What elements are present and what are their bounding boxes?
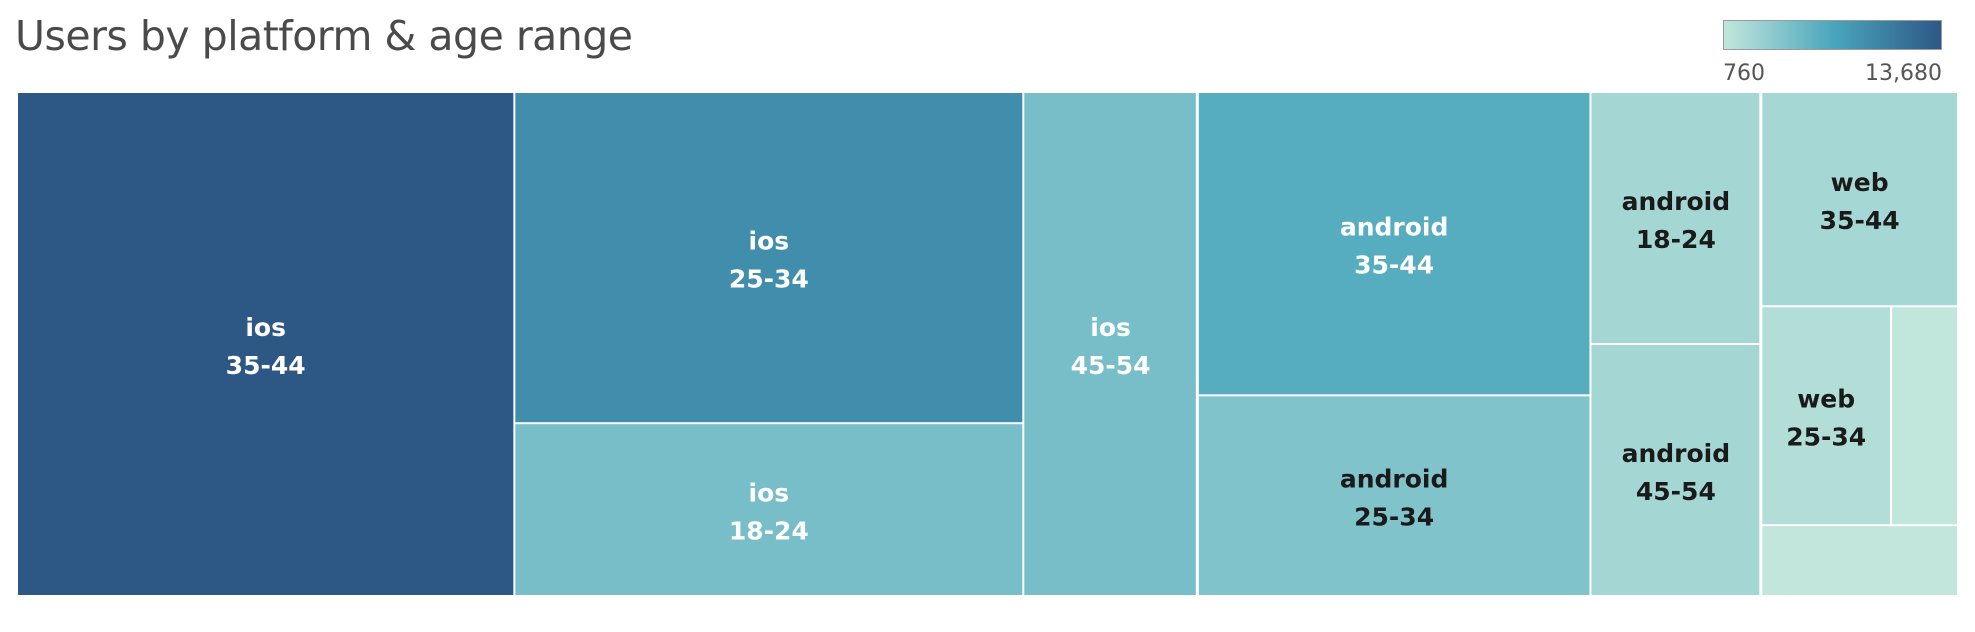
legend-min-label: 760 — [1723, 61, 1765, 86]
color-scale-legend — [1723, 20, 1942, 50]
treemap-android-cell-18-24-platform-label: android — [1622, 187, 1731, 216]
treemap-ios-cell-35-44[interactable] — [18, 93, 514, 595]
treemap-web-cell-25-34-age-label: 25-34 — [1786, 423, 1866, 452]
treemap-ios-cell-25-34-platform-label: ios — [749, 227, 790, 256]
treemap-android-cell-18-24-age-label: 18-24 — [1636, 225, 1716, 254]
treemap-ios-cell-18-24[interactable] — [515, 424, 1023, 595]
treemap-android-cell-25-34[interactable] — [1198, 396, 1590, 595]
treemap-web-cell-small-2[interactable] — [1762, 526, 1957, 595]
treemap-android-cell-35-44-age-label: 35-44 — [1354, 251, 1434, 280]
treemap-web-cell-35-44[interactable] — [1762, 93, 1957, 306]
treemap-web-cell-25-34[interactable] — [1762, 307, 1891, 525]
treemap-ios-cell-18-24-age-label: 18-24 — [729, 517, 809, 546]
treemap-ios-cell-25-34-age-label: 25-34 — [729, 265, 809, 294]
treemap-ios-cell-45-54[interactable] — [1024, 93, 1197, 595]
legend-max-label: 13,680 — [1865, 61, 1942, 86]
treemap-android-cell-45-54[interactable] — [1591, 345, 1761, 595]
treemap-ios-cell-35-44-age-label: 35-44 — [226, 351, 306, 380]
treemap-android-cell-35-44[interactable] — [1198, 93, 1590, 395]
treemap-ios-cell-35-44-platform-label: ios — [245, 313, 286, 342]
chart-title: Users by platform & age range — [15, 12, 633, 60]
group-divider — [1759, 92, 1764, 596]
treemap-android-cell-45-54-age-label: 45-54 — [1636, 477, 1716, 506]
treemap-android-cell-18-24[interactable] — [1591, 93, 1761, 343]
treemap-web-cell-25-34-platform-label: web — [1797, 385, 1855, 414]
treemap-ios-cell-18-24-platform-label: ios — [749, 479, 790, 508]
treemap-web-cell-35-44-platform-label: web — [1831, 168, 1889, 197]
treemap-ios-cell-45-54-age-label: 45-54 — [1071, 351, 1151, 380]
treemap-android-cell-35-44-platform-label: android — [1340, 213, 1449, 242]
treemap-android-cell-25-34-platform-label: android — [1340, 465, 1449, 494]
treemap-android-cell-25-34-age-label: 25-34 — [1354, 503, 1434, 532]
treemap-ios-cell-45-54-platform-label: ios — [1090, 313, 1131, 342]
treemap-ios-cell-25-34[interactable] — [515, 93, 1023, 423]
treemap-web-cell-small-1[interactable] — [1892, 307, 1957, 525]
treemap-web-cell-35-44-age-label: 35-44 — [1820, 206, 1900, 235]
treemap-android-cell-45-54-platform-label: android — [1622, 439, 1731, 468]
group-divider — [1195, 92, 1200, 596]
